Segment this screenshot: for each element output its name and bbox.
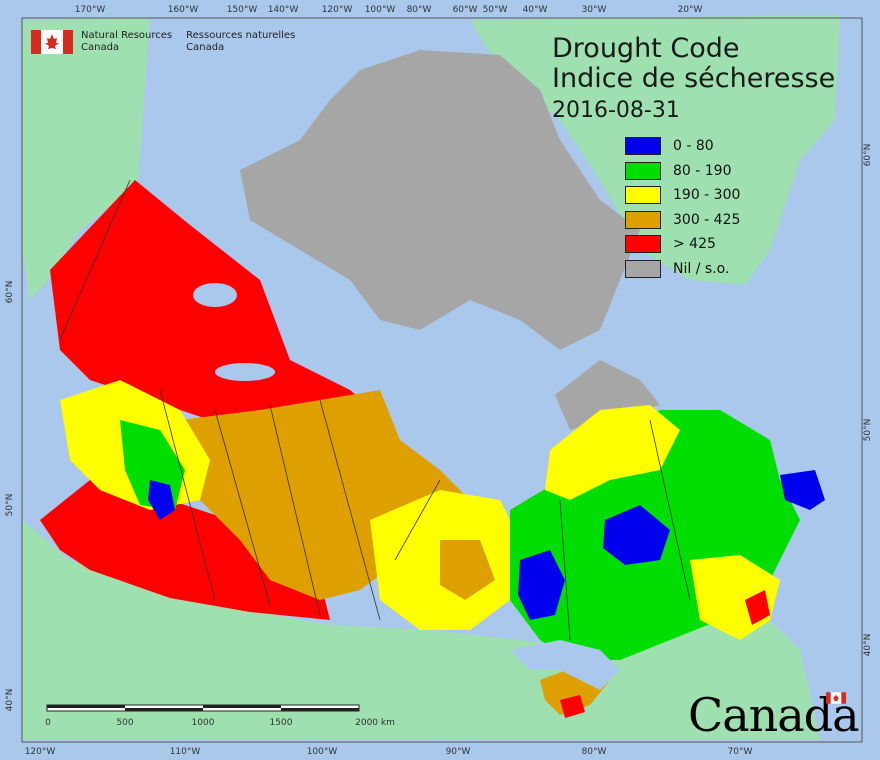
scale-label: 1500 [270,718,293,728]
legend-swatch [625,259,661,278]
agency-signature: Natural Resources Canada Ressources natu… [31,30,309,54]
graticule-label: 120°W [322,5,353,15]
alaska [22,18,150,300]
agency-fr-line1: Ressources naturelles [186,30,296,41]
graticule-label: 20°W [678,5,703,15]
legend-swatch [625,186,661,205]
scale-segment-2 [125,708,203,711]
zone-maritimes-red [745,590,770,625]
legend-item: 190 - 300 [625,183,740,208]
map-border [21,17,863,743]
zone-east-blue-1 [518,550,565,620]
legend-swatch [625,137,661,156]
map-title: Drought Code Indice de sécheresse 2016-0… [552,34,835,126]
map-date: 2016-08-31 [552,98,680,123]
agency-name-en: Natural Resources Canada [81,30,172,54]
zone-southwest-red [40,480,330,620]
scale-segment-1 [47,705,125,708]
scale-label: 1000 [192,718,215,728]
zone-ontario-orange [440,540,495,600]
scale-segment-4 [281,708,359,711]
legend-item: 80 - 190 [625,159,740,184]
graticule-right: 60°N 50°N 40°N [863,144,873,657]
provincial-borders [59,179,691,641]
graticule-top: 170°W 160°W 150°W 140°W 120°W 100°W 80°W 60°W 50… [75,5,703,15]
graticule-label: 60°N [5,281,15,304]
agency-en-line2: Canada [81,42,120,53]
canada-flag-icon [31,30,73,54]
legend-label: Nil / s.o. [673,260,730,277]
legend-label: 190 - 300 [673,187,741,204]
legend-swatch [625,161,661,180]
legend-item: Nil / s.o. [625,257,740,282]
great-lakes [510,640,620,690]
legend-label: 0 - 80 [673,138,714,155]
graticule-label: 100°W [365,5,396,15]
title-french: Indice de sécheresse [552,63,836,94]
graticule-label: 90°W [446,747,471,757]
graticule-label: 40°N [5,689,15,712]
graticule-label: 80°W [407,5,432,15]
graticule-label: 160°W [168,5,199,15]
graticule-bottom: 120°W 110°W 100°W 90°W 80°W 70°W [25,747,753,757]
graticule-label: 50°N [5,494,15,517]
graticule-label: 40°N [863,634,873,657]
scale-bar: 0 500 1000 1500 2000 km [45,703,405,737]
scale-bar-graphic: 0 500 1000 1500 2000 km [45,704,395,728]
graticule-label: 60°N [863,144,873,167]
graticule-label: 70°W [728,747,753,757]
graticule-label: 110°W [170,747,201,757]
scale-label: 2000 km [355,718,395,728]
scale-label: 500 [116,718,133,728]
graticule-label: 170°W [75,5,106,15]
arctic-islands [240,50,640,350]
agency-name-fr: Ressources naturelles Canada [186,30,295,54]
scale-segment-3 [203,705,281,708]
hudson-bay [390,330,560,480]
great-slave-lake [215,363,275,381]
legend-label: 300 - 425 [673,211,741,228]
legend-label: 80 - 190 [673,162,732,179]
title-english: Drought Code [552,33,740,64]
agency-fr-line2: Canada [186,42,225,53]
legend-swatch [625,210,661,229]
scale-label: 0 [45,718,51,728]
zone-east-blue-2 [603,505,670,565]
graticule-label: 140°W [268,5,299,15]
zone-quebec-yellow [545,405,680,500]
zone-bc-blue [148,480,175,520]
zone-south-ontario-red [560,695,585,718]
wordmark-flag-icon [826,692,846,704]
graticule-label: 30°W [582,5,607,15]
great-bear-lake [193,283,237,307]
graticule-label: 50°N [863,419,873,442]
legend: 0 - 80 80 - 190 190 - 300 300 - 425 > 425 Nil… [625,134,740,281]
agency-en-line1: Natural Resources [81,30,173,41]
graticule-label: 60°W [453,5,478,15]
legend-label: > 425 [673,236,716,253]
legend-swatch [625,235,661,254]
scale-labels: 0 500 1000 1500 2000 km [45,718,395,728]
graticule-label: 120°W [25,747,56,757]
graticule-left: 60°N 50°N 40°N [5,281,15,712]
graticule-label: 80°W [582,747,607,757]
legend-item: 0 - 80 [625,134,740,159]
graticule-label: 50°W [483,5,508,15]
zone-labrador-blue [780,470,825,510]
graticule-label: 100°W [307,747,338,757]
graticule-label: 40°W [523,5,548,15]
legend-item: > 425 [625,232,740,257]
legend-item: 300 - 425 [625,208,740,233]
graticule-label: 150°W [227,5,258,15]
